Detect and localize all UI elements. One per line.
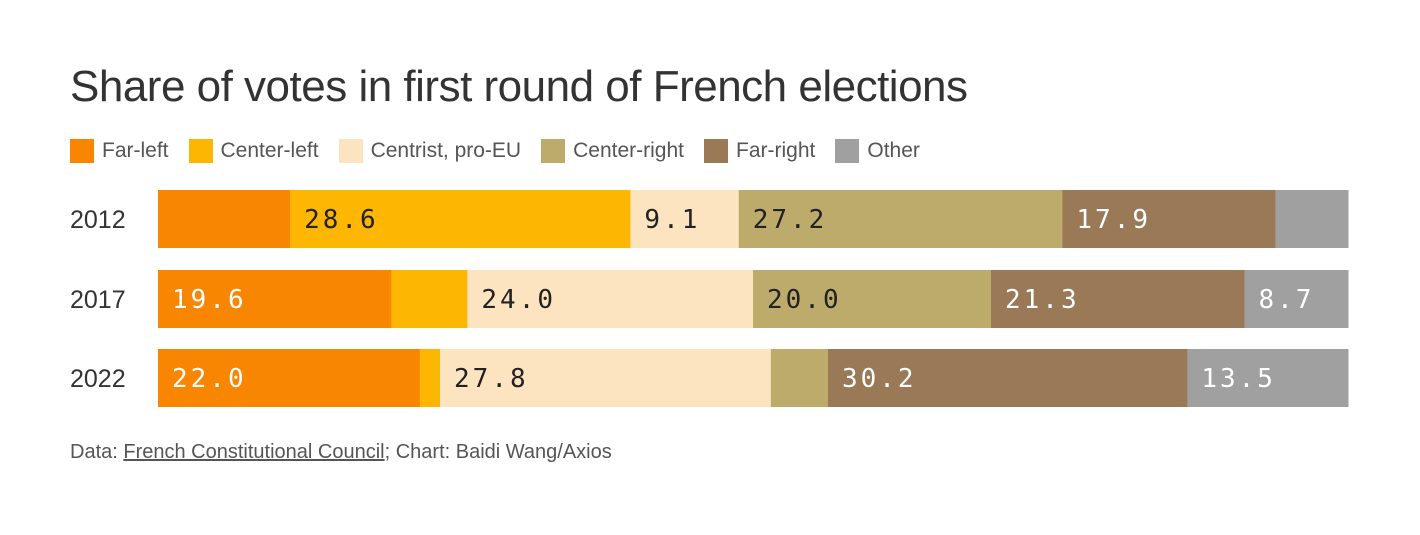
chart-title: Share of votes in first round of French … [70, 62, 968, 111]
bar-segment-2022-centrist-pro-eu [440, 349, 772, 407]
legend-swatch-center-right [541, 139, 566, 163]
data-label-2022-centrist-pro-eu: 27.8 [454, 364, 529, 394]
legend-label-other: Other [867, 139, 920, 162]
bar-segment-2012-far-left [158, 190, 291, 248]
bar-segment-2012-far-right [1062, 190, 1276, 248]
source-note: Data: French Constitutional Council; Cha… [70, 441, 612, 464]
legend-item-center-left: Center-left [188, 139, 319, 163]
legend-item-center-right: Center-right [541, 139, 684, 163]
legend-swatch-centrist [338, 139, 363, 163]
data-label-2022-far-right: 30.2 [842, 364, 917, 394]
bar-segment-2012-other [1275, 190, 1349, 248]
bar-segment-2022-center-left [419, 349, 441, 407]
legend-swatch-center-left [188, 139, 213, 163]
bar-segment-2017-center-left [391, 270, 468, 328]
data-label-2017-center-right: 20.0 [767, 285, 842, 315]
legend-item-other: Other [835, 139, 920, 163]
legend-swatch-far-left [70, 139, 94, 163]
source-prefix: Data: [70, 441, 124, 463]
data-label-2017-centrist-pro-eu: 24.0 [481, 285, 556, 315]
bar-segment-2012-center-right [738, 190, 1063, 248]
year-label-2022: 2022 [70, 365, 126, 393]
legend-swatch-far-right [704, 139, 728, 163]
data-label-2012-center-left: 28.6 [304, 205, 379, 235]
legend: Far-left Center-left Centrist, pro-EU Ce… [70, 138, 940, 164]
year-label-2017: 2017 [70, 286, 126, 314]
source-suffix: ; Chart: Baidi Wang/Axios [384, 441, 612, 463]
data-label-2012-centrist-pro-eu: 9.1 [644, 205, 700, 235]
legend-item-far-left: Far-left [70, 139, 169, 163]
bar-segment-2017-center-right [753, 270, 992, 328]
legend-label-centrist: Centrist, pro-EU [370, 139, 522, 162]
year-label-2012: 2012 [70, 206, 126, 234]
bar-segment-2022-far-left [158, 349, 421, 407]
bar-segment-2022-other [1187, 349, 1349, 407]
bar-segment-2012-center-left [290, 190, 631, 248]
bar-segment-2017-far-right [991, 270, 1245, 328]
source-link[interactable]: French Constitutional Council [123, 441, 385, 463]
data-label-2012-center-right: 27.2 [753, 205, 828, 235]
data-label-2017-other: 8.7 [1258, 285, 1314, 315]
bar-segment-2022-far-right [827, 349, 1188, 407]
bar-segment-2022-center-right [770, 349, 829, 407]
legend-swatch-other [835, 139, 860, 163]
legend-label-far-right: Far-right [736, 139, 816, 162]
legend-label-center-left: Center-left [220, 139, 319, 162]
bar-segment-2012-centrist-pro-eu [630, 190, 740, 248]
data-label-2022-far-left: 22.0 [172, 364, 247, 394]
bar-segment-2017-far-left [158, 270, 392, 328]
legend-item-far-right: Far-right [704, 139, 815, 163]
bar-segment-2017-other [1244, 270, 1349, 328]
legend-label-far-left: Far-left [102, 139, 169, 162]
data-label-2012-far-right: 17.9 [1076, 205, 1151, 235]
legend-item-centrist: Centrist, pro-EU [338, 139, 522, 163]
data-label-2017-far-left: 19.6 [172, 285, 247, 315]
data-label-2022-other: 13.5 [1201, 364, 1276, 394]
data-label-2017-far-right: 21.3 [1005, 285, 1080, 315]
bar-segment-2017-centrist-pro-eu [467, 270, 754, 328]
legend-label-center-right: Center-right [573, 139, 684, 162]
